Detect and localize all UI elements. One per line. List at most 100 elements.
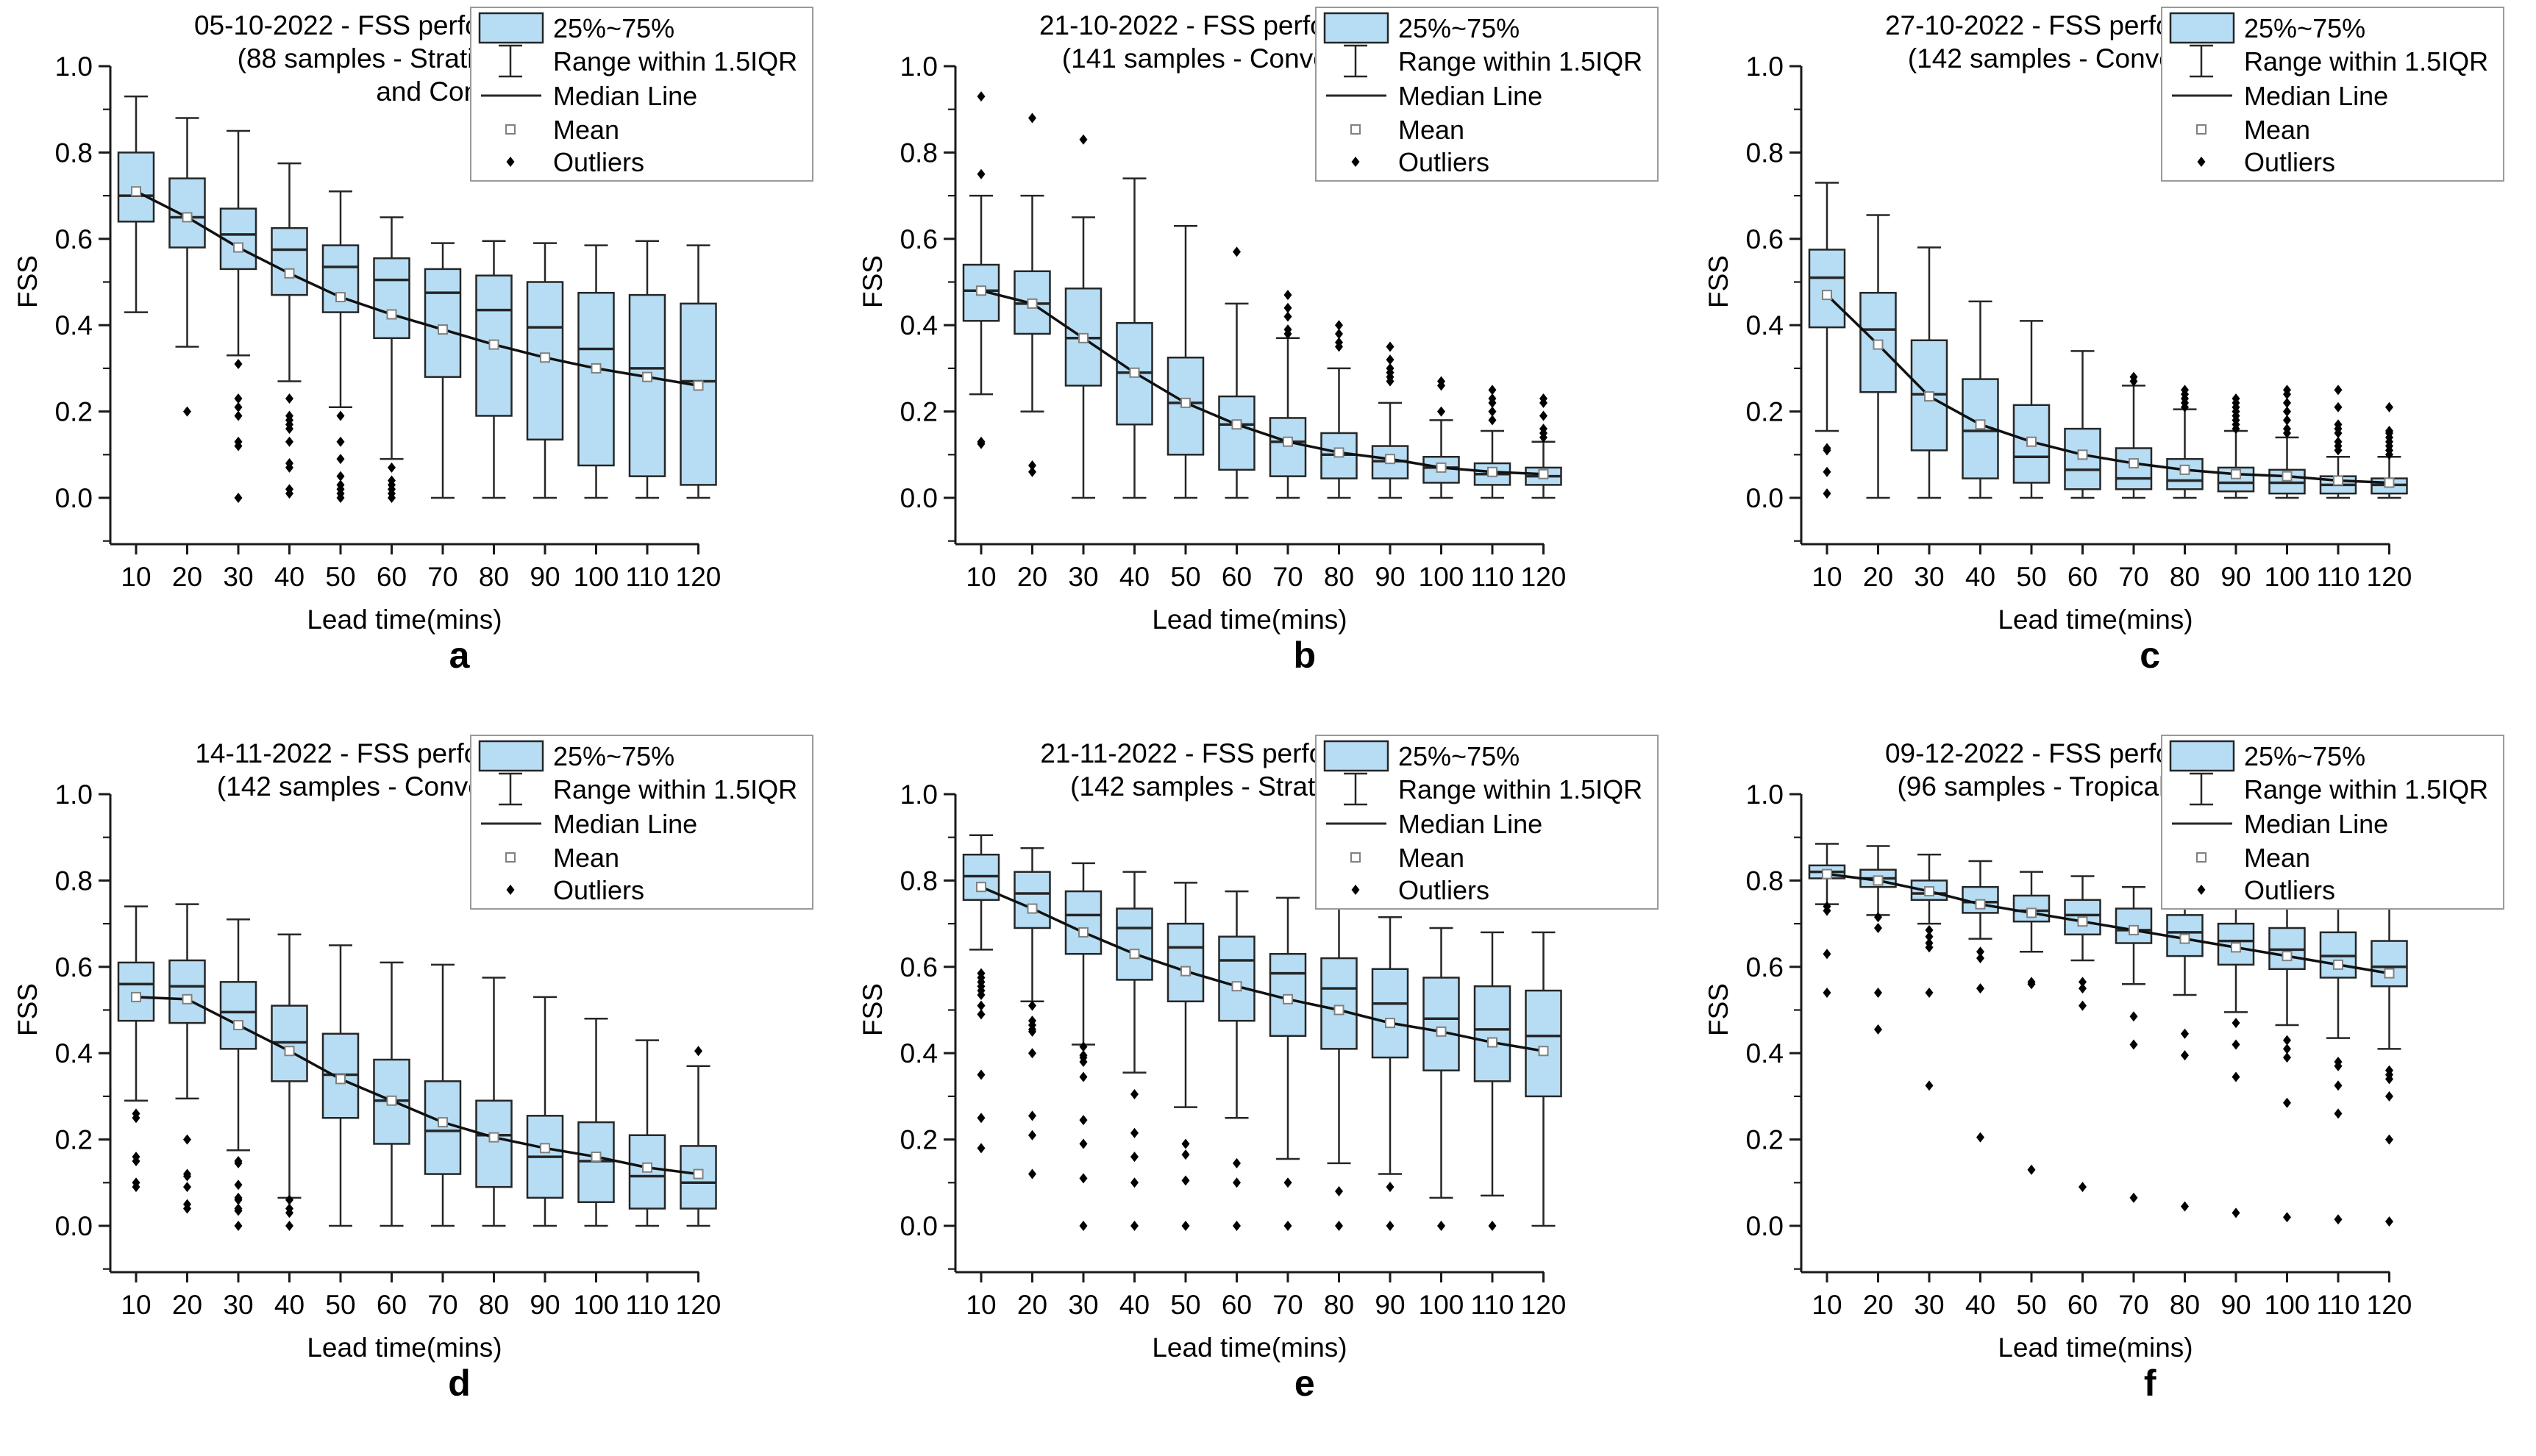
outlier-point	[2384, 1091, 2393, 1102]
y-tick-label: 0.0	[55, 483, 93, 513]
mean-marker	[1436, 462, 1447, 473]
outlier-point	[1079, 1221, 1088, 1231]
boxes	[1808, 182, 2408, 499]
outlier-point	[1437, 380, 1446, 391]
y-tick-label: 0.0	[1745, 483, 1783, 513]
box-80	[475, 977, 513, 1227]
mean-marker	[1283, 993, 1294, 1004]
outlier-point	[1925, 988, 1934, 999]
y-tick-label: 0.8	[900, 138, 938, 168]
outlier-point	[183, 1134, 191, 1145]
legend-label: 25%~75%	[2244, 13, 2365, 43]
outlier-point	[285, 462, 293, 473]
outlier-point	[285, 436, 293, 447]
legend-outlier-swatch	[2197, 885, 2206, 895]
x-tick-label: 60	[2067, 562, 2098, 592]
outlier-point	[285, 488, 293, 499]
box-100	[2268, 436, 2306, 499]
outlier-point	[2334, 445, 2343, 456]
panel-letter-d: d	[448, 1363, 471, 1404]
mean-marker	[2077, 449, 2088, 460]
x-tick-label: 100	[574, 1290, 619, 1320]
outlier-point	[2334, 402, 2343, 413]
outlier-point	[234, 1205, 243, 1216]
outlier-point	[1335, 328, 1344, 339]
y-tick-label: 0.6	[900, 224, 938, 254]
axes	[99, 793, 699, 1282]
x-axis-label: Lead time(mins)	[307, 604, 502, 635]
box-20	[168, 117, 206, 348]
box-80	[1320, 367, 1358, 499]
outlier-point	[977, 1113, 986, 1124]
outlier-point	[1386, 341, 1395, 352]
box-30	[1065, 862, 1103, 1046]
mean-marker	[1975, 899, 1986, 910]
panel-letter-f: f	[2143, 1363, 2156, 1404]
legend-outlier-swatch	[506, 157, 515, 167]
outlier-point	[234, 440, 243, 452]
mean-marker	[693, 1168, 704, 1180]
outlier-point	[388, 493, 396, 503]
outlier-point	[1283, 1177, 1292, 1188]
axes	[944, 65, 1545, 554]
y-tick-label: 1.0	[55, 51, 93, 82]
x-tick-label: 20	[1863, 562, 1893, 592]
x-tick-label: 70	[1273, 1290, 1303, 1320]
y-tick-label: 0.4	[900, 1038, 938, 1068]
panel-b: 0.0 0.2 0.4 0.6 0.8 1.0 10 20 30 40 50 60 70 80 90 100 1…	[845, 0, 1690, 728]
outlier-point	[1335, 1186, 1344, 1197]
legend: 25%~75%Range within 1.5IQR Median Line Mea…	[470, 735, 813, 910]
legend-label: Outliers	[553, 147, 644, 177]
outlier-point	[2078, 983, 2087, 994]
outlier-point	[2384, 1074, 2393, 1085]
outlier-point	[1976, 946, 1984, 957]
legend-outlier-swatch	[1351, 885, 1360, 895]
outlier-point	[1028, 113, 1037, 124]
outlier-point	[2334, 1060, 2343, 1071]
panel-letter-e: e	[1294, 1363, 1315, 1404]
legend-label: 25%~75%	[553, 13, 674, 43]
outlier-point	[1488, 415, 1497, 426]
box-90	[1372, 402, 1409, 499]
boxes	[117, 903, 717, 1227]
x-tick-label: 10	[966, 562, 997, 592]
y-tick-label: 0.4	[1745, 1038, 1783, 1068]
legend-label: Range within 1.5IQR	[2244, 774, 2488, 804]
outlier-point	[1925, 931, 1934, 942]
y-tick-label: 0.0	[55, 1211, 93, 1241]
mean-marker	[2230, 468, 2241, 479]
outlier-point	[1488, 1221, 1497, 1231]
legend-label: Mean	[1398, 115, 1464, 145]
mean-marker	[1873, 339, 1884, 350]
outlier-point	[977, 1143, 986, 1154]
mean-marker	[438, 1117, 448, 1128]
box-30	[1065, 216, 1103, 499]
mean-trend-line	[135, 996, 699, 1176]
mean-trend-line	[1826, 872, 2390, 975]
outlier-point	[2334, 1080, 2343, 1091]
outlier-point	[132, 1113, 140, 1124]
x-tick-label: 70	[427, 562, 457, 592]
legend-label: Outliers	[1398, 875, 1489, 905]
x-tick-label: 50	[1171, 1290, 1201, 1320]
y-tick-label: 1.0	[1745, 51, 1783, 82]
panel-d: 0.0 0.2 0.4 0.6 0.8 1.0 10 20 30 40 50 60 70 80 90 100 1…	[0, 728, 845, 1456]
x-tick-label: 110	[626, 562, 669, 592]
outlier-point	[2232, 1018, 2240, 1029]
legend-outlier-swatch	[2197, 157, 2206, 167]
mean-marker	[2332, 959, 2343, 970]
mean-marker	[1027, 903, 1038, 914]
x-tick-label: 90	[2220, 562, 2251, 592]
outlier-point	[1130, 1152, 1139, 1163]
outlier-point	[1028, 1026, 1037, 1037]
x-tick-label: 90	[2220, 1290, 2251, 1320]
y-tick-label: 0.8	[1745, 866, 1783, 896]
y-tick-label: 0.4	[55, 310, 93, 340]
y-tick-label: 0.6	[1745, 952, 1783, 982]
outlier-point	[336, 454, 345, 465]
outlier-point	[1283, 302, 1292, 313]
outlier-point	[336, 493, 345, 503]
outlier-point	[1079, 134, 1088, 145]
x-tick-label: 40	[1965, 1290, 1995, 1320]
mean-marker	[386, 1095, 397, 1106]
